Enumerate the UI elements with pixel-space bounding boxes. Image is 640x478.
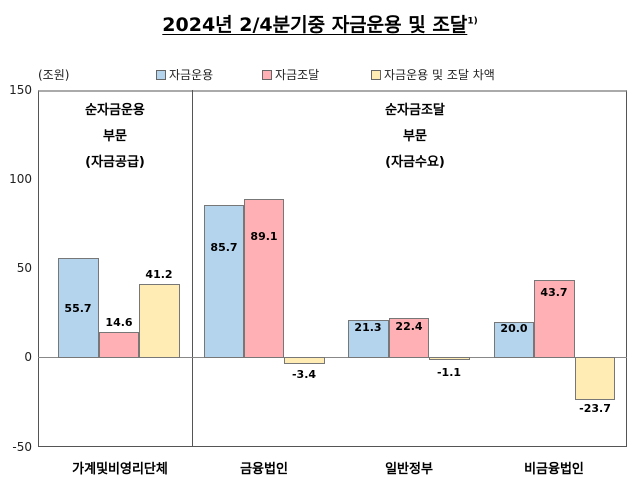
zero-line xyxy=(38,357,627,358)
legend-swatch-red xyxy=(262,69,272,80)
y-tick-150: 150 xyxy=(9,83,32,97)
bar-financial-diff xyxy=(284,357,325,364)
bar-household-use xyxy=(58,258,99,358)
x-label-government: 일반정부 xyxy=(385,462,433,477)
sector-line: (자금수요) xyxy=(385,155,445,170)
value-label: 89.1 xyxy=(250,230,278,243)
value-label: -23.7 xyxy=(579,402,611,415)
x-label-household: 가계및비영리단체 xyxy=(72,462,168,477)
bar-household-raise xyxy=(99,332,139,358)
legend-item-fund-use: 자금운용 xyxy=(156,66,213,83)
value-label: 14.6 xyxy=(105,316,133,329)
y-tick-50: 50 xyxy=(16,261,32,275)
sector-line: 부문 xyxy=(103,129,127,144)
value-label: 43.7 xyxy=(540,286,568,299)
bar-government-diff xyxy=(429,357,470,360)
chart-title-text: 2024년 2/4분기중 자금운용 및 조달 xyxy=(162,14,468,36)
title-footnote: 1) xyxy=(467,16,478,27)
value-label: 21.3 xyxy=(354,321,382,334)
sector-line: 순자금운용 xyxy=(85,103,145,118)
x-label-financial: 금융법인 xyxy=(240,462,288,477)
sector-label-demand: 순자금조달 부문 (자금수요) xyxy=(350,98,480,176)
bar-nonfinancial-diff xyxy=(575,357,615,400)
value-label: 41.2 xyxy=(145,268,173,281)
value-label: 22.4 xyxy=(395,320,423,333)
sector-divider xyxy=(192,90,193,447)
value-label: 85.7 xyxy=(210,241,238,254)
legend-item-difference: 자금운용 및 조달 차액 xyxy=(371,66,495,83)
bar-government-raise xyxy=(389,318,429,358)
legend-label: 자금조달 xyxy=(275,68,320,82)
unit-label: (조원) xyxy=(38,68,70,82)
legend-swatch-blue xyxy=(156,69,166,80)
sector-label-supply: 순자금운용 부문 (자금공급) xyxy=(38,98,192,176)
y-tick-minus50: -50 xyxy=(12,440,32,454)
y-tick-100: 100 xyxy=(9,172,32,186)
chart-title: 2024년 2/4분기중 자금운용 및 조달1) xyxy=(0,10,640,37)
bar-nonfinancial-use xyxy=(494,322,534,358)
bar-nonfinancial-raise xyxy=(534,280,575,358)
sector-line: 부문 xyxy=(403,129,427,144)
legend-item-fund-raise: 자금조달 xyxy=(262,66,319,83)
x-label-nonfinancial: 비금융법인 xyxy=(524,462,584,477)
bar-household-diff xyxy=(139,284,180,358)
plot-area xyxy=(38,90,627,447)
value-label: -3.4 xyxy=(291,368,317,381)
bar-government-use xyxy=(348,320,389,358)
value-label: 55.7 xyxy=(64,302,92,315)
sector-line: 순자금조달 xyxy=(385,103,445,118)
legend-label: 자금운용 xyxy=(169,68,214,82)
y-tick-0: 0 xyxy=(24,350,32,364)
sector-line: (자금공급) xyxy=(85,155,145,170)
legend-label: 자금운용 및 조달 차액 xyxy=(384,68,495,82)
value-label: -1.1 xyxy=(436,366,462,379)
legend-swatch-yellow xyxy=(371,69,381,80)
bar-financial-use xyxy=(204,205,244,358)
bar-financial-raise xyxy=(244,199,284,358)
value-label: 20.0 xyxy=(500,322,528,335)
